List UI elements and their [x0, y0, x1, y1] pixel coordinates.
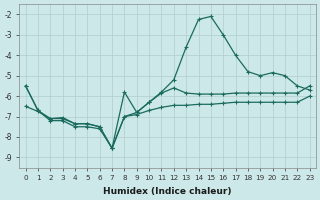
X-axis label: Humidex (Indice chaleur): Humidex (Indice chaleur): [103, 187, 232, 196]
